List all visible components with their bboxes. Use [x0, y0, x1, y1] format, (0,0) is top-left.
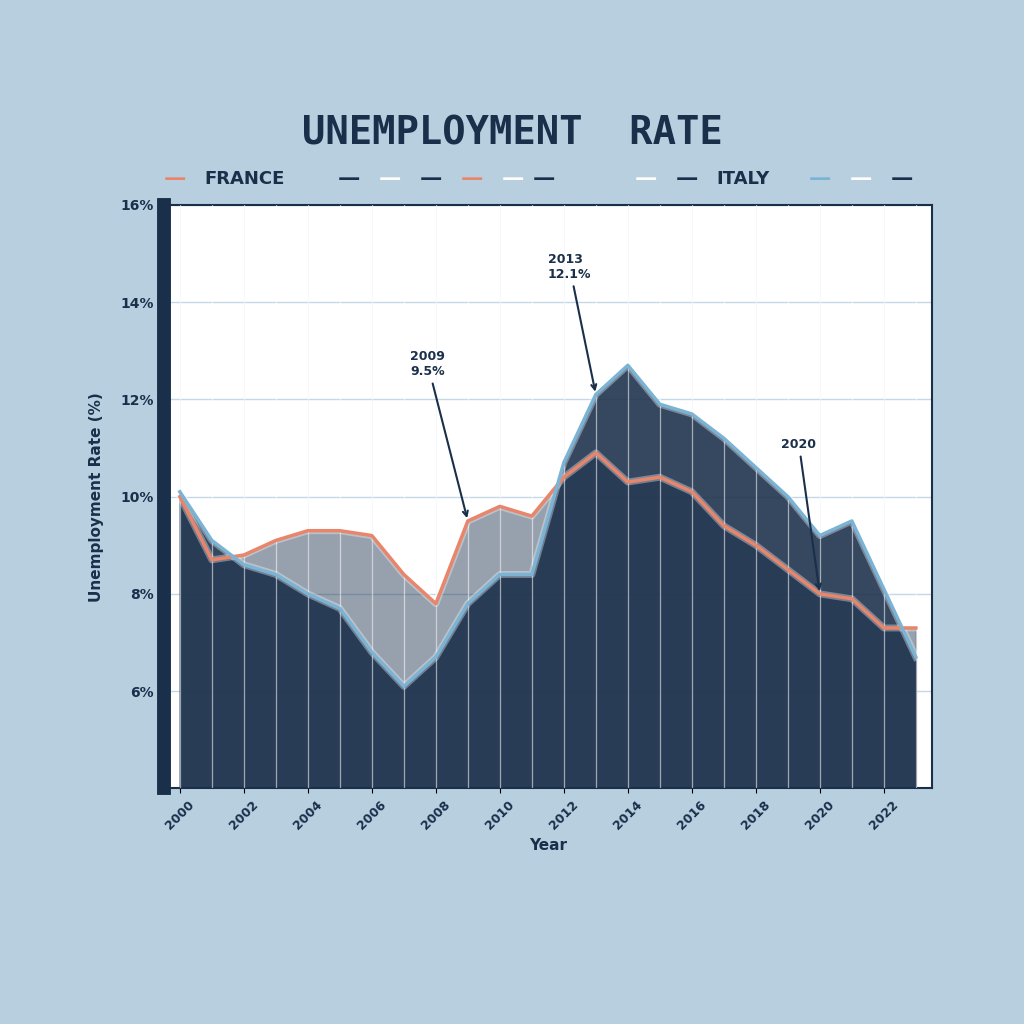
Text: —: — — [338, 169, 360, 189]
Text: —: — — [809, 169, 831, 189]
Text: ITALY: ITALY — [717, 170, 770, 188]
ITALY — [494, 568, 506, 581]
FRANCE — [366, 529, 378, 542]
Text: —: — — [420, 169, 442, 189]
Text: —: — — [379, 169, 401, 189]
Y-axis label: Unemployment Rate (%): Unemployment Rate (%) — [89, 392, 104, 601]
X-axis label: Year: Year — [528, 838, 567, 853]
Text: —: — — [164, 169, 186, 189]
ITALY — [462, 598, 474, 610]
ITALY — [525, 568, 538, 581]
ITALY — [397, 680, 410, 692]
FRANCE — [525, 510, 538, 522]
FRANCE — [653, 471, 666, 483]
FRANCE — [622, 476, 634, 488]
Text: 2013
12.1%: 2013 12.1% — [548, 253, 596, 389]
FRANCE — [174, 490, 186, 503]
FRANCE — [750, 539, 762, 551]
Line: FRANCE: FRANCE — [180, 453, 915, 628]
Text: —: — — [461, 169, 483, 189]
FRANCE — [590, 446, 602, 459]
ITALY — [622, 359, 634, 372]
Text: —: — — [891, 169, 913, 189]
FRANCE — [814, 588, 826, 600]
ITALY — [558, 457, 570, 469]
Line: ITALY: ITALY — [180, 366, 915, 686]
FRANCE — [878, 622, 890, 634]
FRANCE — [558, 471, 570, 483]
ITALY — [718, 432, 730, 444]
ITALY — [814, 529, 826, 542]
Text: —: — — [676, 169, 698, 189]
ITALY — [750, 461, 762, 473]
Text: 2009
9.5%: 2009 9.5% — [411, 350, 468, 516]
ITALY — [878, 583, 890, 595]
FRANCE — [909, 622, 922, 634]
FRANCE — [430, 598, 442, 610]
FRANCE — [397, 568, 410, 581]
ITALY — [430, 651, 442, 664]
Text: —: — — [635, 169, 657, 189]
Text: FRANCE: FRANCE — [205, 170, 285, 188]
ITALY — [334, 602, 346, 614]
ITALY — [174, 485, 186, 498]
FRANCE — [494, 500, 506, 512]
ITALY — [781, 490, 794, 503]
ITALY — [302, 588, 314, 600]
ITALY — [238, 559, 250, 571]
FRANCE — [206, 554, 218, 566]
FRANCE — [718, 520, 730, 532]
FRANCE — [334, 524, 346, 537]
Text: —: — — [850, 169, 872, 189]
ITALY — [269, 568, 282, 581]
FRANCE — [462, 515, 474, 527]
FRANCE — [686, 485, 698, 498]
ITALY — [846, 515, 858, 527]
FRANCE — [269, 535, 282, 547]
Text: 2020: 2020 — [781, 438, 821, 589]
FRANCE — [846, 593, 858, 605]
ITALY — [686, 408, 698, 420]
ITALY — [206, 535, 218, 547]
ITALY — [366, 646, 378, 658]
ITALY — [590, 388, 602, 400]
FRANCE — [302, 524, 314, 537]
Text: UNEMPLOYMENT  RATE: UNEMPLOYMENT RATE — [302, 114, 722, 153]
FRANCE — [238, 549, 250, 561]
Text: —: — — [532, 169, 555, 189]
ITALY — [909, 651, 922, 664]
Text: —: — — [502, 169, 524, 189]
ITALY — [653, 398, 666, 411]
FRANCE — [781, 563, 794, 575]
